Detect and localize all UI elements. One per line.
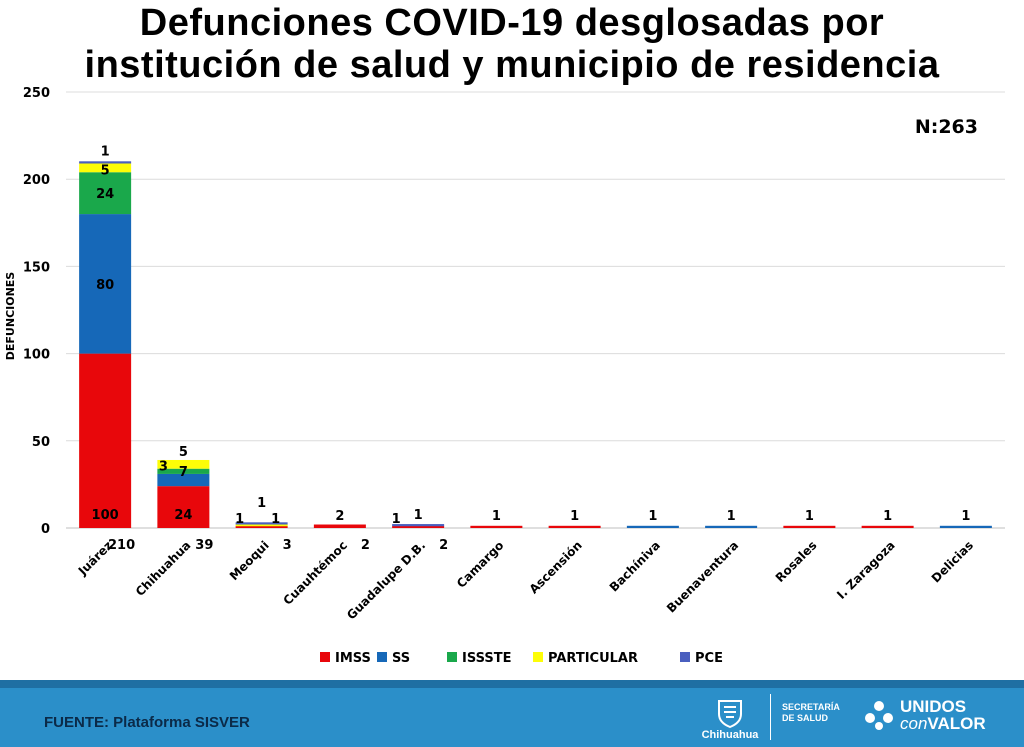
bar-segment-particular (79, 163, 132, 173)
total-label: 3 (283, 538, 292, 553)
bar-segment-pce (235, 522, 288, 525)
bar-segment-imss (548, 525, 601, 528)
data-label: 24 (96, 187, 114, 202)
bar-segment-particular (157, 459, 210, 469)
bar-segment-pce (79, 161, 132, 164)
bar-segment-imss (392, 525, 445, 528)
bar-segment-ss (79, 214, 132, 354)
stacked-bar-chart: 0 50 100 150 200 250 DEFUNCIONES N:263 100 80 24 5 1… (4, 86, 1005, 666)
data-label: 24 (174, 508, 192, 523)
bar-segment-imss (313, 524, 366, 528)
data-label: 1 (101, 144, 110, 159)
y-tick-label: 50 (32, 435, 50, 450)
data-label: 1 (257, 496, 266, 511)
y-tick-label: 250 (23, 86, 50, 101)
n-total-annotation: N:263 (915, 116, 978, 138)
legend-swatch-ss (377, 652, 387, 662)
x-tick-label: Buenaventura (664, 538, 741, 615)
y-tick-label: 100 (23, 348, 50, 363)
legend-swatch-particular (533, 652, 543, 662)
legend-label: SS (392, 651, 410, 666)
state-shield-icon (718, 700, 742, 728)
secretaria-line-1: SECRETARÍA (782, 702, 840, 712)
unidos-emblem-icon (865, 701, 893, 730)
footer-stripe (0, 680, 1024, 688)
con-text: con (900, 714, 928, 733)
data-label: 1 (492, 509, 501, 524)
x-tick-label: Delicias (929, 538, 976, 585)
x-tick-label: Guadalupe D.B. (344, 538, 428, 622)
total-label: 2 (439, 538, 448, 553)
x-tick-label: Ascensión (527, 538, 585, 596)
bar-segment-imss (157, 486, 210, 528)
y-tick-label: 0 (41, 522, 50, 537)
data-label: 2 (335, 509, 344, 524)
bar-segment-ss (939, 525, 992, 528)
data-label: 1 (883, 509, 892, 524)
x-tick-label: Chihuahua (133, 538, 194, 599)
data-label: 3 (159, 460, 168, 475)
total-label: 210 (108, 538, 135, 553)
bar-segment-ss (157, 473, 210, 487)
chihuahua-logo-text: Chihuahua (701, 729, 759, 741)
legend-label: PCE (695, 651, 723, 666)
legend-label: IMSS (335, 651, 371, 666)
data-label: 1 (414, 508, 423, 523)
x-tick-label: Meoqui (227, 538, 272, 583)
data-label: 100 (92, 508, 119, 523)
bar-segment-issste (79, 172, 132, 215)
legend-label: ISSSTE (462, 651, 512, 666)
bar-segment-imss (470, 525, 523, 528)
data-label: 1 (392, 512, 401, 527)
data-label: 80 (96, 278, 114, 293)
data-label: 1 (271, 512, 280, 527)
bar-segment-imss (783, 525, 836, 528)
unidos-text: UNIDOS (900, 697, 967, 716)
total-label: 2 (361, 538, 370, 553)
footer-bar: FUENTE: Plataforma SISVER Chihuahua SECR… (0, 680, 1024, 747)
data-label: 1 (727, 509, 736, 524)
chihuahua-logo: Chihuahua (700, 698, 760, 741)
bar-segment-imss (235, 525, 288, 528)
data-label: 1 (235, 512, 244, 527)
data-label: 5 (101, 164, 110, 179)
title-line-2: institución de salud y municipio de resi… (84, 44, 940, 86)
legend-swatch-imss (320, 652, 330, 662)
bar-segment-imss (861, 525, 914, 528)
secretaria-salud-logo: SECRETARÍA DE SALUD (782, 702, 840, 724)
data-label: 5 (179, 445, 188, 460)
source-text: FUENTE: Plataforma SISVER (44, 714, 250, 731)
bar-segment-pce (392, 524, 445, 527)
total-label: 39 (195, 538, 213, 553)
x-tick-label: Bachíniva (607, 538, 663, 594)
legend-swatch-issste (447, 652, 457, 662)
data-label: 1 (648, 509, 657, 524)
data-label: 1 (570, 509, 579, 524)
y-tick-label: 200 (23, 173, 50, 188)
x-tick-label: Camargo (454, 538, 507, 591)
legend-swatch-pce (680, 652, 690, 662)
bar-segment-imss (79, 353, 132, 528)
data-label: 1 (805, 509, 814, 524)
bar-segment-particular (235, 524, 288, 527)
y-tick-label: 150 (23, 260, 50, 275)
x-tick-label: I. Zaragoza (834, 538, 898, 602)
bar-segment-issste (157, 468, 210, 474)
secretaria-line-2: DE SALUD (782, 713, 829, 723)
bar-segment-ss (626, 525, 679, 528)
bar-segment-ss (705, 525, 758, 528)
unidos-con-valor-logo: UNIDOS conVALOR (862, 698, 986, 732)
logo-divider (770, 694, 771, 740)
title-line-1: Defunciones COVID-19 desglosadas por (139, 2, 885, 44)
data-label: 1 (961, 509, 970, 524)
y-axis-title: DEFUNCIONES (4, 272, 17, 361)
x-tick-label: Rosales (773, 538, 820, 585)
data-label: 7 (179, 465, 188, 480)
chart-title: Defunciones COVID-19 desglosadas por ins… (0, 2, 1024, 86)
legend-label: PARTICULAR (548, 651, 638, 666)
valor-text: VALOR (927, 714, 986, 733)
